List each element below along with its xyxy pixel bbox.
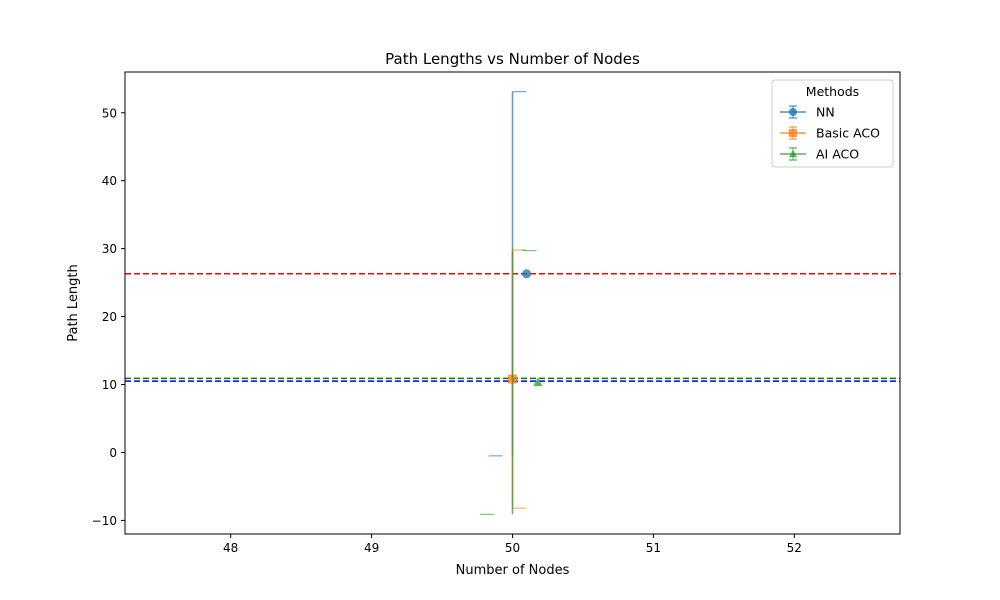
legend-label: NN (816, 105, 835, 120)
data-point (533, 377, 543, 387)
legend-marker (789, 149, 797, 158)
legend: Methods NN Basic ACO AI ACO (771, 79, 894, 168)
legend-label: AI ACO (816, 147, 859, 162)
legend-title: Methods (806, 84, 859, 99)
x-tick-label: 49 (364, 541, 379, 555)
legend-marker (789, 108, 797, 116)
x-tick-label: 52 (787, 541, 802, 555)
legend-label: Basic ACO (816, 126, 880, 141)
y-tick-label: 40 (102, 174, 117, 188)
y-tick-label: 20 (102, 310, 117, 324)
x-axis-label: Number of Nodes (456, 563, 570, 578)
x-tick-label: 51 (646, 541, 661, 555)
legend-frame (771, 79, 894, 168)
x-tick-label: 48 (223, 541, 238, 555)
legend-items: NN Basic ACO AI ACO (780, 105, 880, 162)
y-tick-label: 50 (102, 106, 117, 120)
y-axis-label: Path Length (66, 264, 81, 342)
y-axis: −10 0 10 20 30 40 50 (92, 106, 125, 528)
y-tick-label: 30 (102, 242, 117, 256)
x-tick-label: 50 (505, 541, 520, 555)
y-tick-label: 10 (102, 378, 117, 392)
data-point (522, 269, 532, 279)
legend-marker (789, 129, 797, 137)
chart-title: Path Lengths vs Number of Nodes (385, 50, 640, 68)
y-tick-label: 0 (109, 446, 117, 460)
plot-area (125, 91, 900, 515)
x-axis: 48 49 50 51 52 (223, 534, 802, 555)
y-tick-label: −10 (92, 514, 117, 528)
